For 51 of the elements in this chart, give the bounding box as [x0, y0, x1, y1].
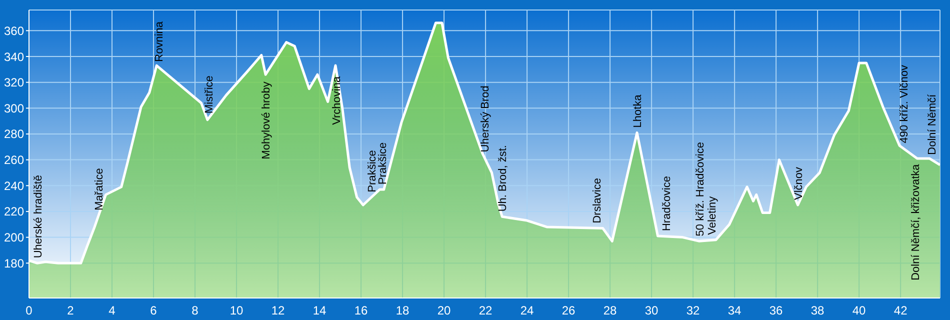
y-tick-label: 240 — [4, 178, 24, 193]
y-tick-label: 260 — [4, 153, 24, 168]
y-tick-label: 220 — [4, 204, 24, 219]
x-tick-label: 8 — [192, 304, 199, 318]
annotation: Prakšice — [366, 150, 378, 192]
x-tick-label: 10 — [230, 304, 244, 318]
x-tick-label: 28 — [603, 304, 618, 318]
x-tick-label: 16 — [354, 304, 368, 318]
annotation: Lhotka — [632, 94, 644, 128]
x-tick-label: 24 — [520, 304, 534, 318]
annotation: Dolní Němčí — [926, 93, 939, 155]
x-tick-label: 32 — [686, 304, 700, 318]
annotation: 490 kříž. Vlčnov — [898, 64, 911, 144]
annotation: 50 kříž. Hradčovice — [694, 142, 706, 236]
y-tick-label: 280 — [4, 127, 24, 142]
annotation: Veletiny — [706, 196, 719, 235]
annotation: Vlčnov — [792, 166, 805, 200]
annotation: Mohylové hroby — [260, 81, 273, 160]
x-tick-label: 6 — [150, 304, 158, 318]
x-tick-label: 14 — [312, 304, 327, 318]
annotation: Dolní Němčí, křižovatka — [910, 163, 922, 280]
annotation: Uherský Brod — [480, 86, 492, 152]
annotation: Uherské hradiště — [32, 174, 44, 258]
x-tick-label: 36 — [769, 304, 784, 318]
x-tick-label: 42 — [894, 304, 908, 318]
annotation: Drslavice — [592, 178, 604, 224]
x-tick-label: 40 — [852, 304, 866, 318]
x-tick-label: 22 — [478, 304, 493, 318]
annotation: Vrchovina — [331, 76, 344, 125]
annotation: Hradčovice — [661, 176, 674, 232]
annotation: Uh. Brod, žst. — [497, 144, 510, 212]
x-tick-label: 4 — [108, 304, 116, 318]
y-tick-label: 360 — [4, 24, 24, 38]
y-tick-label: 180 — [4, 256, 24, 270]
x-tick-label: 34 — [728, 304, 742, 318]
y-tick-label: 340 — [4, 50, 24, 64]
annotation: Mařatice — [94, 168, 106, 210]
x-tick-label: 12 — [271, 304, 286, 318]
x-tick-label: 38 — [810, 304, 825, 318]
annotation: Prakšice — [376, 142, 389, 185]
x-tick-label: 26 — [562, 304, 576, 318]
annotation: Rovnina — [154, 20, 166, 62]
x-tick-label: 18 — [396, 304, 410, 318]
x-tick-label: 30 — [644, 304, 659, 318]
x-tick-label: 0 — [26, 304, 33, 318]
y-tick-label: 320 — [4, 76, 24, 90]
y-tick-label: 200 — [4, 230, 24, 245]
annotation: Mistřice — [204, 76, 216, 114]
y-tick-label: 300 — [4, 101, 24, 116]
x-tick-label: 20 — [437, 304, 452, 318]
x-tick-label: 2 — [67, 304, 74, 318]
